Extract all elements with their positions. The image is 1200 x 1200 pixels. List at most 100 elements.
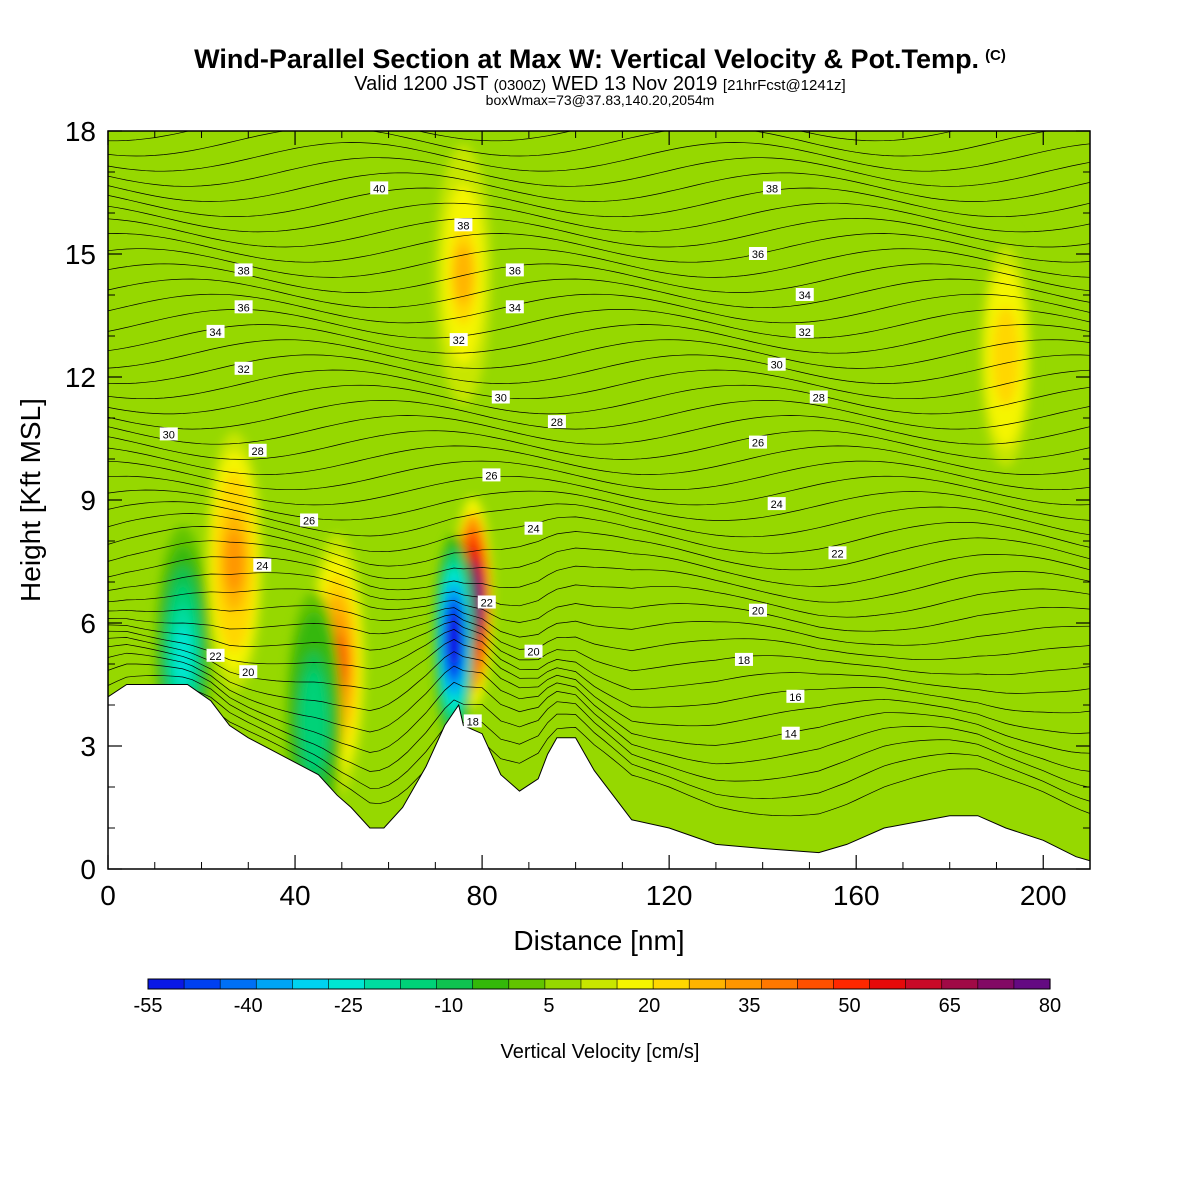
theta-contour-label: 22 (828, 546, 847, 560)
theta-contour-label-text: 24 (771, 499, 783, 511)
colorbar-tick-label: -25 (334, 995, 363, 1017)
theta-isoline (108, 278, 1090, 309)
x-tick-label: 120 (646, 880, 693, 911)
theta-contour-label: 16 (786, 689, 805, 704)
theta-isoline (108, 430, 1090, 460)
theta-contour-label: 32 (795, 324, 814, 339)
x-axis-label: Distance [nm] (513, 925, 684, 956)
valid-date: WED 13 Nov 2019 (551, 73, 718, 95)
colorbar-swatch (941, 979, 979, 989)
theta-contour-label: 36 (505, 263, 524, 277)
theta-contour-label: 20 (239, 665, 258, 679)
colorbar-swatch (472, 979, 510, 989)
theta-contour-label-text: 34 (799, 290, 811, 302)
colorbar-swatch (292, 979, 329, 989)
w-feature-5 (453, 244, 474, 305)
theta-contour-label: 24 (253, 558, 272, 573)
theta-contour-label-text: 16 (789, 692, 801, 704)
theta-contour-label-text: 36 (237, 302, 249, 314)
y-tick-label: 12 (65, 362, 96, 393)
theta-contour-label-text: 38 (237, 265, 249, 277)
theta-contour-label-text: 22 (831, 548, 843, 560)
theta-contour-label: 18 (463, 714, 482, 728)
theta-contour-label-text: 34 (509, 302, 521, 314)
theta-isoline (108, 324, 1090, 354)
theta-contour-label: 20 (748, 603, 767, 618)
colorbar-swatch (617, 979, 654, 989)
theta-contour-label: 28 (248, 443, 267, 458)
theta-contour-label-text: 28 (551, 417, 563, 429)
theta-isoline (108, 131, 955, 142)
theta-contour-label: 18 (734, 652, 753, 667)
theta-contour-label-text: 20 (527, 647, 539, 659)
theta-contour-label-text: 26 (485, 470, 497, 482)
y-tick-label: 9 (80, 485, 96, 516)
theta-contour-label-text: 30 (771, 360, 783, 372)
theta-contour-label: 28 (809, 390, 828, 405)
colorbar-swatch (436, 979, 474, 989)
theta-contour-label: 34 (795, 288, 814, 302)
theta-isoline (108, 172, 1090, 202)
theta-contour-label: 22 (477, 595, 496, 610)
theta-isoline (108, 540, 1090, 587)
theta-isoline (108, 644, 1090, 734)
colorbar-tick-label: 80 (1039, 995, 1061, 1017)
theta-contour-label: 36 (234, 300, 253, 314)
theta-contour-label-text: 40 (373, 183, 385, 195)
colorbar-swatch (725, 979, 762, 989)
field-background (108, 131, 1090, 869)
theta-contour-label-text: 32 (237, 364, 249, 376)
theta-contour-label-text: 28 (252, 446, 264, 458)
box-wmax-info: boxWmax=73@37.83,140.20,2054m (485, 92, 715, 108)
y-tick-label: 0 (80, 854, 96, 885)
theta-contour-label-text: 20 (752, 606, 764, 618)
x-tick-label: 0 (100, 880, 116, 911)
theta-isoline (108, 369, 1090, 400)
w-feature-2 (224, 531, 244, 592)
theta-isoline (108, 588, 1090, 632)
chart-title-text: Wind-Parallel Section at Max W: Vertical… (194, 44, 980, 74)
theta-contour-label: 34 (505, 300, 524, 314)
colorbar-tick-label: -10 (434, 995, 463, 1017)
theta-isoline (108, 339, 1090, 369)
colorbar-tick-label: 65 (939, 995, 961, 1017)
theta-contour-label-text: 26 (752, 438, 764, 450)
theta-isoline (108, 217, 1090, 248)
colorbar-swatch (148, 979, 185, 989)
theta-contour-label-text: 20 (242, 667, 254, 679)
colorbar-swatch (364, 979, 402, 989)
theta-contour-label-text: 26 (303, 516, 315, 528)
colorbar-swatch (653, 979, 690, 989)
w-feature-6 (996, 326, 1016, 387)
theta-isoline (108, 475, 1090, 506)
theta-contour-label: 30 (159, 427, 178, 441)
valid-time: Valid 1200 JST (354, 73, 489, 95)
theta-isoline (108, 202, 1090, 233)
theta-contour-label: 20 (524, 644, 543, 659)
theta-contour-label-text: 22 (481, 598, 493, 610)
colorbar-tick-label: 35 (738, 995, 760, 1017)
colorbar-swatch (184, 979, 221, 989)
theta-contour-label: 34 (206, 324, 225, 339)
theta-contour-label: 38 (454, 218, 473, 232)
theta-contour-label: 32 (449, 333, 468, 347)
colorbar-frame (147, 978, 1051, 990)
colorbar-tick-label: -40 (234, 995, 263, 1017)
colorbar-swatch (400, 979, 438, 989)
theta-isoline (108, 699, 1090, 817)
y-tick-label: 18 (65, 116, 96, 147)
theta-contour-label: 32 (234, 361, 253, 376)
theta-isoline (108, 605, 1090, 646)
theta-isoline (108, 445, 1090, 475)
theta-isoline (108, 142, 1090, 172)
colorbar-tick-label: 5 (543, 995, 554, 1017)
theta-isoline (108, 157, 1090, 187)
theta-contour-label: 24 (524, 521, 543, 536)
theta-isoline (108, 686, 1090, 802)
copyright-mark: (C) (985, 47, 1006, 64)
theta-contour-label-text: 38 (766, 183, 778, 195)
colorbar-swatch (1013, 979, 1051, 989)
colorbar-swatch (869, 979, 907, 989)
colorbar-swatch (508, 979, 546, 989)
y-tick-label: 15 (65, 239, 96, 270)
